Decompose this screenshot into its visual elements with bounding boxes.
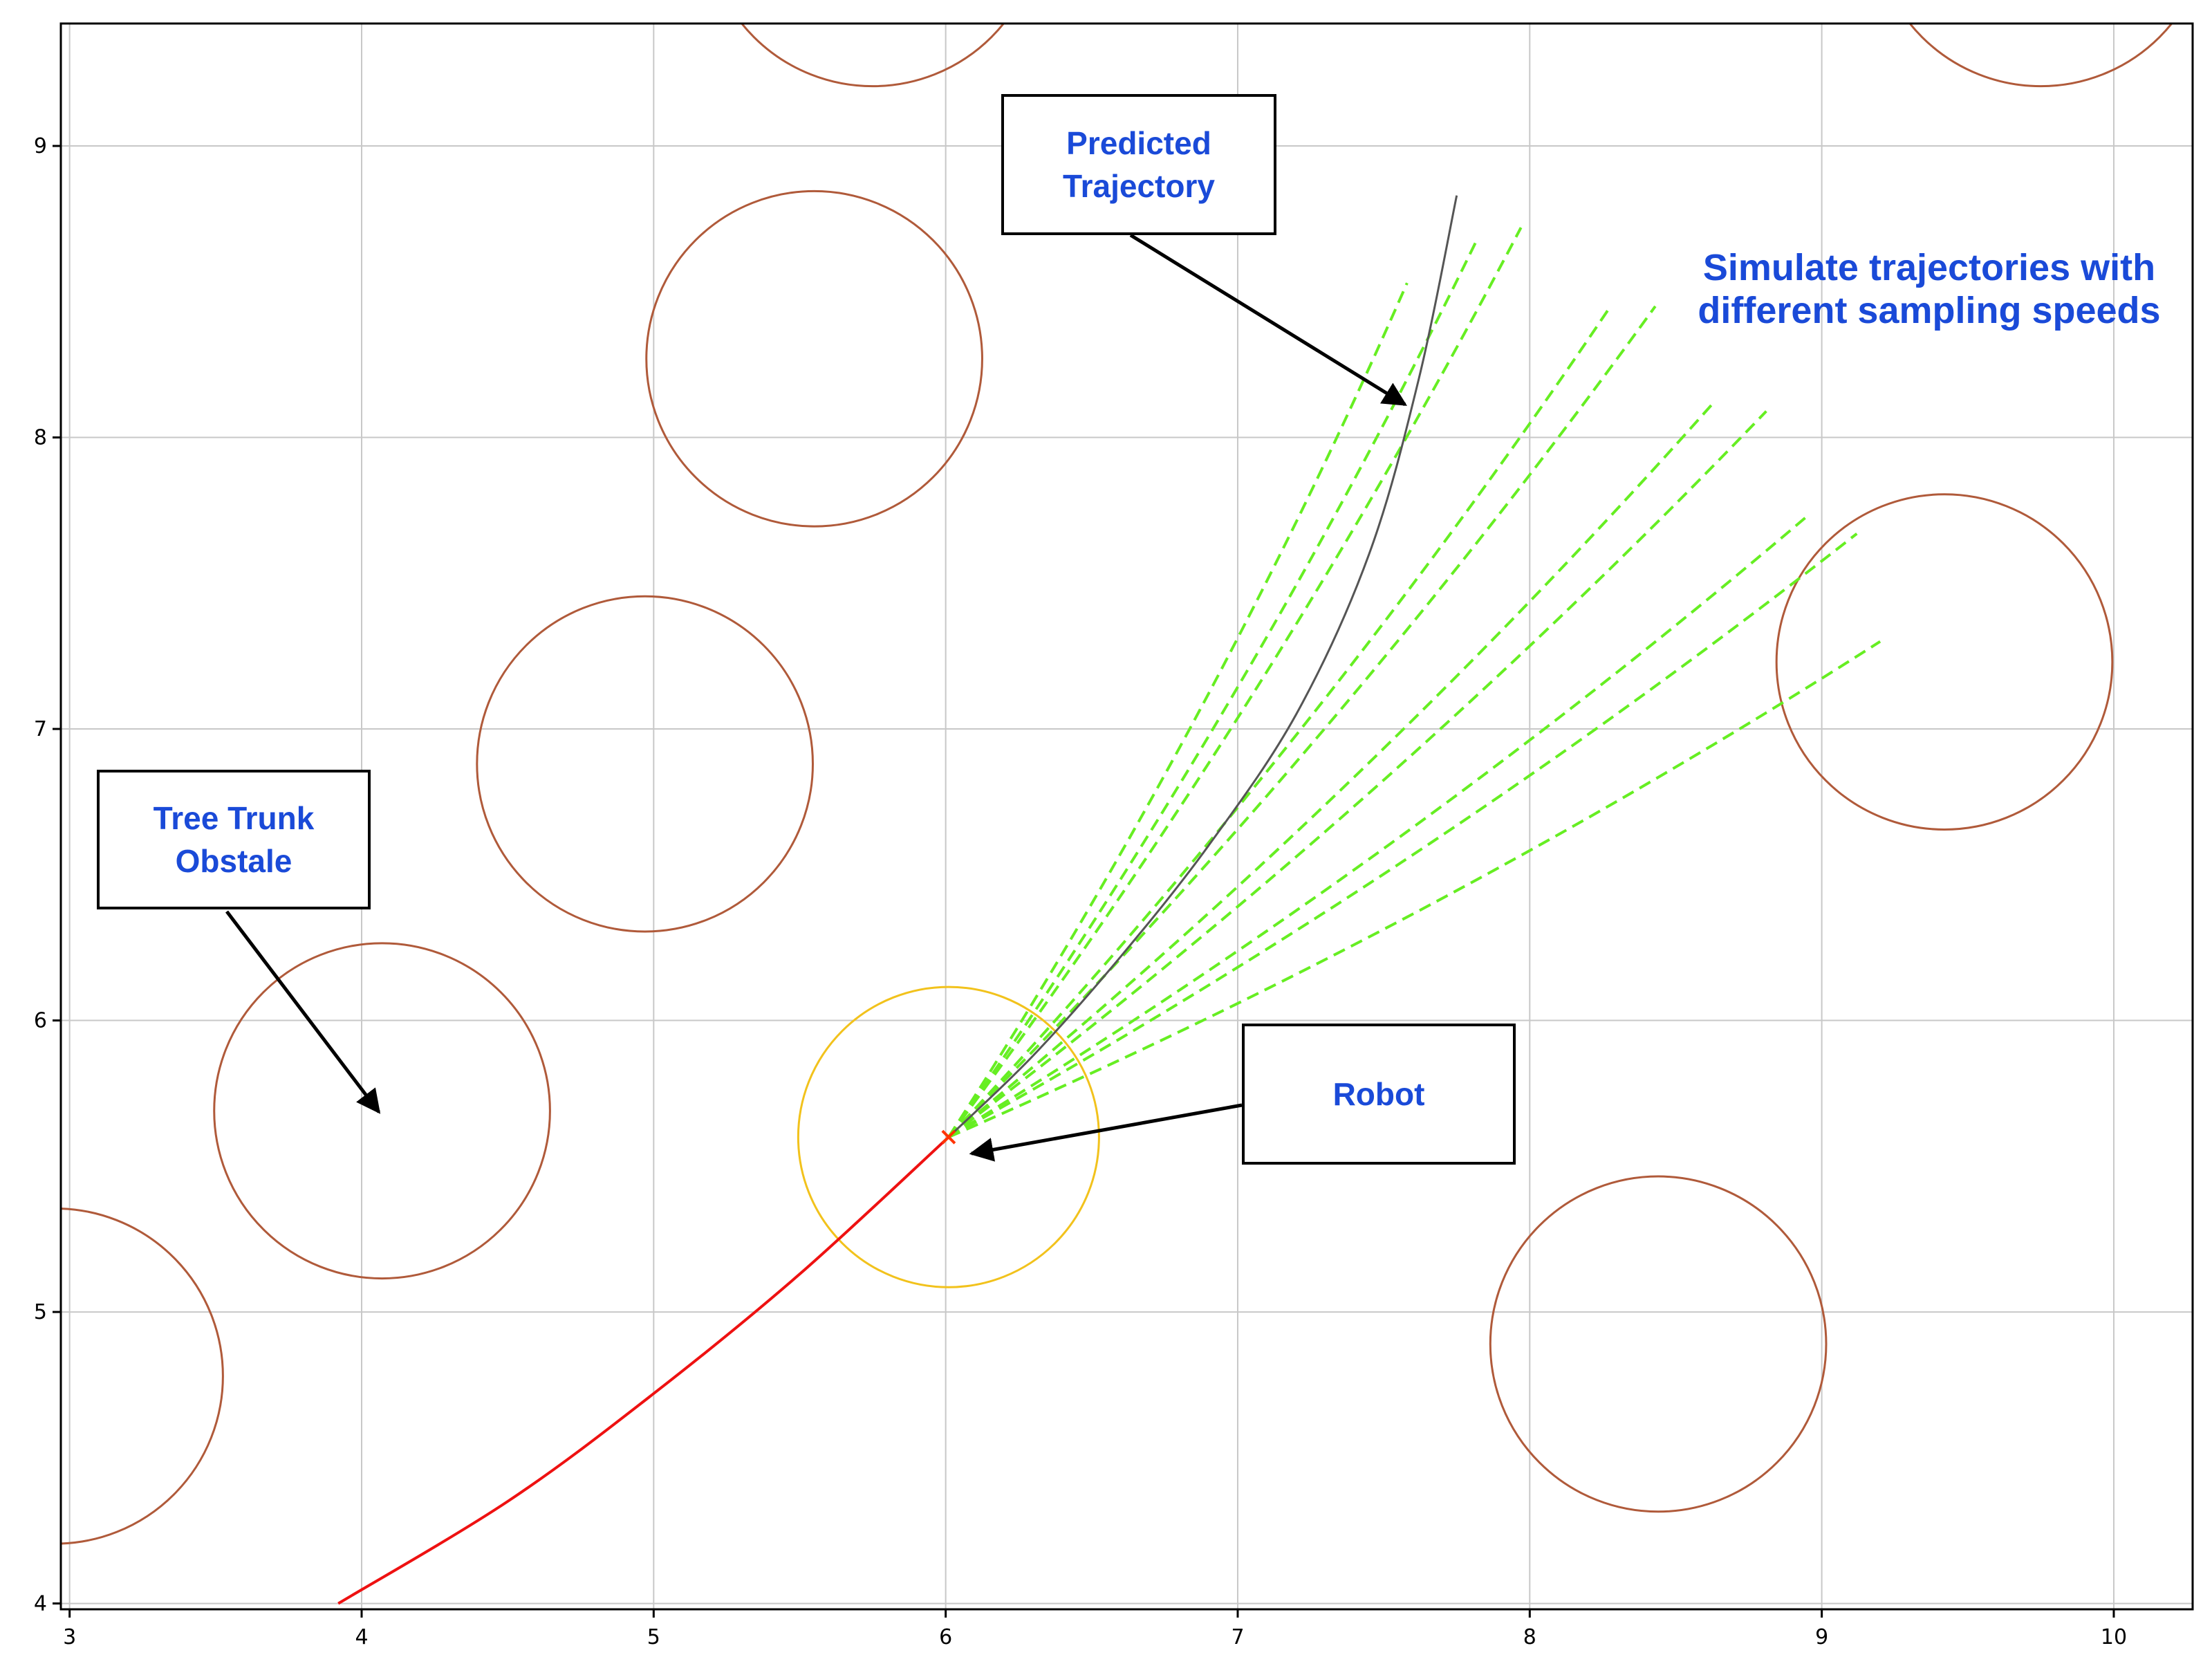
robot-safety-circle [797,985,1100,1288]
tree-trunk-obstacle [1775,493,2114,831]
x-tick-label: 5 [647,1625,660,1649]
sampled-trajectory [947,239,1479,1138]
x-tick-label: 4 [355,1625,368,1649]
y-tick-label: 7 [34,717,47,741]
x-tick-label: 9 [1815,1625,1828,1649]
robot-callout: Robot [1242,1024,1516,1165]
tree-arrow [225,910,381,1114]
robot-arrow [969,1103,1243,1162]
predicted-trajectory-line [947,195,1458,1138]
x-tick-label: 8 [1523,1625,1536,1649]
tree-trunk-label: Tree Trunk Obstale [153,800,315,879]
simulate-trajectories-note: Simulate trajectories with different sam… [1698,247,2161,331]
sampled-trajectory [947,227,1523,1138]
x-tick-label: 6 [939,1625,952,1649]
plot-data [61,24,2173,1605]
robot-marker [941,1129,956,1145]
tree-trunk-obstacle [213,942,551,1280]
tree-trunk-obstacle [476,595,814,933]
y-tick-label: 8 [34,426,47,450]
sampled-trajectory [947,515,1808,1138]
x-tick-label: 10 [2101,1625,2127,1649]
x-tick-label: 7 [1231,1625,1244,1649]
y-tick-label: 4 [34,1592,47,1616]
predicted-trajectory-callout: Predicted Trajectory [1001,94,1276,235]
y-tick-label: 9 [34,134,47,158]
tree-trunk-obstacle [1489,1175,1828,1513]
sampled-trajectory [947,410,1767,1138]
annotation-arrows [225,233,1407,1162]
sampled-trajectory [947,282,1409,1138]
sampled-trajectory [947,533,1858,1138]
tree-trunk-callout: Tree Trunk Obstale [97,770,371,909]
plot-frame [59,22,2194,1611]
tree-trunk-obstacle [1908,24,2173,88]
traveled-path-line [337,1136,950,1605]
predicted-trajectory-label: Predicted Trajectory [1063,125,1215,204]
sampled-trajectory [947,401,1715,1138]
predicted-arrow [1129,233,1407,407]
robot-label: Robot [1332,1076,1425,1112]
y-tick-label: 6 [34,1009,47,1033]
sampled-trajectory [947,305,1657,1138]
y-tick-label: 5 [34,1300,47,1324]
sampled-trajectory [947,308,1610,1138]
tree-trunk-obstacle [61,1207,224,1545]
tree-trunk-obstacle [740,24,1005,88]
sampled-trajectory [948,640,1881,1138]
tree-trunk-obstacle [645,189,983,528]
x-tick-label: 3 [63,1625,76,1649]
